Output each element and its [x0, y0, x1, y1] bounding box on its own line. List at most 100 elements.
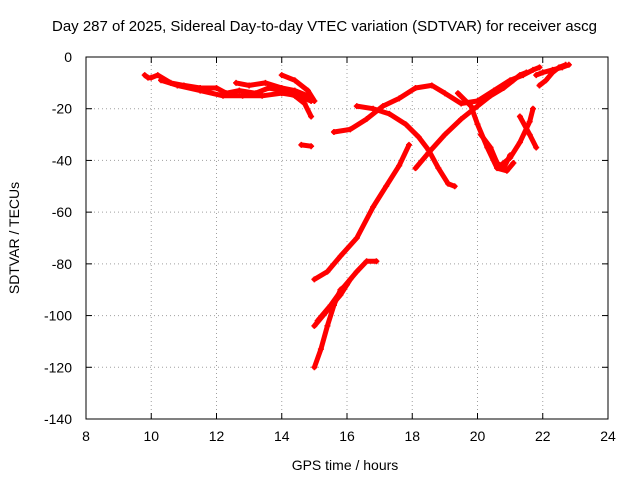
data-point-marker: [278, 85, 285, 92]
x-tick-label: 8: [82, 428, 90, 444]
data-point-marker: [158, 77, 165, 84]
data-point-marker: [559, 64, 566, 71]
data-traces: [141, 61, 572, 371]
series-track-g: [311, 282, 350, 370]
x-tick-label: 12: [209, 428, 225, 444]
data-point-marker: [337, 253, 344, 260]
x-tick-label: 24: [600, 428, 616, 444]
series-track-f: [311, 142, 412, 282]
series-track-d: [279, 72, 317, 104]
x-tick-label: 10: [143, 428, 159, 444]
y-tick-label: -120: [44, 359, 72, 375]
y-axis-label: SDTVAR / TECUs: [6, 182, 22, 294]
grid: [86, 57, 608, 419]
data-point-marker: [428, 82, 435, 89]
x-tick-label: 22: [535, 428, 551, 444]
data-point-marker: [516, 113, 523, 120]
data-point-marker: [311, 276, 318, 283]
data-point-marker: [259, 92, 266, 99]
y-tick-label: -80: [52, 256, 72, 272]
data-point-marker: [301, 100, 308, 107]
data-point-marker: [327, 302, 334, 309]
data-point-marker: [458, 100, 465, 107]
y-tick-label: -100: [44, 308, 72, 324]
data-point-marker: [523, 69, 530, 76]
data-point-marker: [454, 90, 461, 97]
data-point-marker: [412, 85, 419, 92]
data-point-marker: [467, 103, 474, 110]
y-tick-label: 0: [64, 49, 72, 65]
data-point-marker: [533, 144, 540, 151]
series-track-o: [497, 106, 536, 169]
data-point-marker: [441, 131, 448, 138]
data-point-marker: [526, 118, 533, 125]
data-point-marker: [154, 72, 161, 79]
data-point-marker: [425, 149, 432, 156]
data-point-marker: [304, 87, 311, 94]
data-point-marker: [497, 162, 504, 169]
y-tick-label: -140: [44, 411, 72, 427]
data-point-marker: [510, 160, 517, 167]
data-point-marker: [529, 66, 536, 73]
data-point-marker: [324, 322, 331, 329]
data-point-marker: [220, 92, 227, 99]
data-point-marker: [373, 258, 380, 265]
data-point-marker: [477, 131, 484, 138]
data-point-marker: [458, 116, 465, 123]
y-tick-label: -20: [52, 101, 72, 117]
data-point-marker: [526, 131, 533, 138]
data-point-marker: [311, 322, 318, 329]
data-point-marker: [396, 162, 403, 169]
data-point-marker: [474, 103, 481, 110]
data-point-marker: [500, 85, 507, 92]
data-point-marker: [565, 61, 572, 68]
data-point-marker: [278, 72, 285, 79]
data-point-marker: [246, 82, 253, 89]
data-point-marker: [451, 183, 458, 190]
data-point-marker: [174, 82, 181, 89]
data-point-marker: [314, 317, 321, 324]
data-point-marker: [363, 258, 370, 265]
data-point-marker: [435, 165, 442, 172]
data-point-marker: [291, 87, 298, 94]
data-point-marker: [370, 105, 377, 112]
chart-title: Day 287 of 2025, Sidereal Day-to-day VTE…: [52, 18, 597, 35]
data-point-marker: [311, 97, 318, 104]
plot-frame: [85, 56, 609, 420]
data-point-marker: [370, 203, 377, 210]
axis-ticks: 8 10 12 14 16 18 20 22 24 0 -20 -40 -60 -80 -100 -120 -1…: [44, 49, 616, 444]
data-point-marker: [383, 183, 390, 190]
data-point-marker: [405, 141, 412, 148]
data-point-marker: [308, 113, 315, 120]
data-point-marker: [474, 121, 481, 128]
x-tick-label: 16: [339, 428, 355, 444]
data-point-marker: [386, 110, 393, 117]
data-point-marker: [441, 90, 448, 97]
data-point-marker: [494, 165, 501, 172]
y-tick-label: -40: [52, 152, 72, 168]
data-point-marker: [543, 77, 550, 84]
x-tick-label: 14: [274, 428, 290, 444]
data-point-marker: [148, 74, 155, 81]
y-tick-label: -60: [52, 204, 72, 220]
data-point-marker: [347, 126, 354, 133]
data-point-marker: [298, 141, 305, 148]
data-point-marker: [317, 346, 324, 353]
data-point-marker: [141, 72, 148, 79]
data-point-marker: [262, 79, 269, 86]
data-point-marker: [353, 103, 360, 110]
data-point-marker: [308, 143, 315, 150]
data-point-marker: [487, 92, 494, 99]
data-point-marker: [503, 167, 510, 174]
data-point-marker: [529, 105, 536, 112]
data-point-marker: [197, 87, 204, 94]
data-point-marker: [402, 121, 409, 128]
data-point-marker: [213, 85, 220, 92]
series-track-j: [331, 64, 542, 135]
data-point-marker: [533, 72, 540, 79]
data-point-marker: [516, 72, 523, 79]
data-point-marker: [291, 77, 298, 84]
data-point-marker: [363, 116, 370, 123]
data-point-marker: [516, 139, 523, 146]
x-tick-label: 20: [470, 428, 486, 444]
